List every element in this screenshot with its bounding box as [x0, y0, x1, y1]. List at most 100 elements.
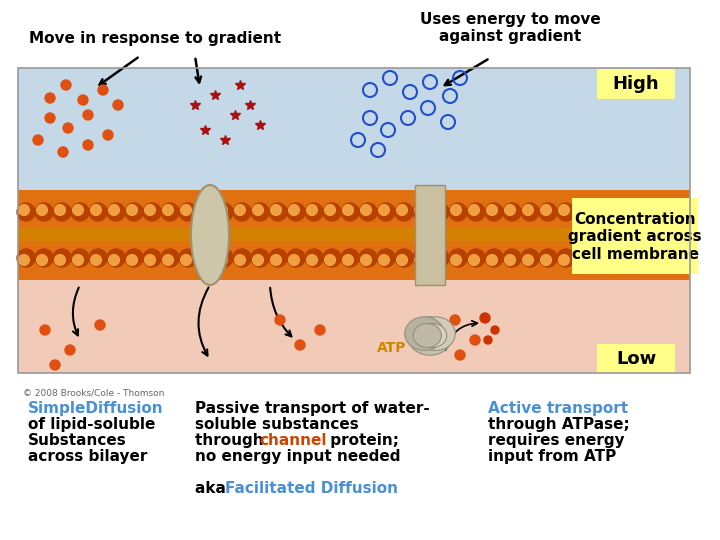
- Circle shape: [271, 254, 282, 265]
- Circle shape: [253, 205, 264, 215]
- Circle shape: [413, 203, 431, 221]
- Text: Active transport: Active transport: [488, 401, 628, 416]
- Text: © 2008 Brooks/Cole - Thomson: © 2008 Brooks/Cole - Thomson: [23, 388, 164, 397]
- Circle shape: [197, 249, 215, 267]
- Circle shape: [575, 249, 593, 267]
- Circle shape: [71, 203, 89, 221]
- Circle shape: [593, 249, 611, 267]
- Circle shape: [631, 254, 642, 265]
- Circle shape: [395, 203, 413, 221]
- Circle shape: [17, 249, 35, 267]
- Circle shape: [315, 325, 325, 335]
- Circle shape: [127, 205, 138, 215]
- Circle shape: [431, 203, 449, 221]
- Text: Low: Low: [616, 350, 656, 368]
- Circle shape: [667, 205, 678, 215]
- Circle shape: [305, 249, 323, 267]
- Circle shape: [503, 249, 521, 267]
- Circle shape: [181, 205, 192, 215]
- Circle shape: [109, 254, 120, 265]
- Circle shape: [161, 203, 179, 221]
- Circle shape: [107, 249, 125, 267]
- Circle shape: [287, 249, 305, 267]
- Circle shape: [361, 254, 372, 265]
- Circle shape: [17, 203, 35, 221]
- Circle shape: [487, 254, 498, 265]
- Text: through ATPase;: through ATPase;: [488, 417, 630, 432]
- Circle shape: [91, 254, 102, 265]
- Circle shape: [33, 135, 43, 145]
- Circle shape: [595, 205, 606, 215]
- Circle shape: [35, 203, 53, 221]
- Circle shape: [271, 205, 282, 215]
- Bar: [18, 68, 690, 190]
- Circle shape: [665, 249, 683, 267]
- Circle shape: [89, 203, 107, 221]
- Circle shape: [449, 249, 467, 267]
- Circle shape: [505, 205, 516, 215]
- Text: Concentration
gradient across
cell membrane: Concentration gradient across cell membr…: [568, 212, 702, 262]
- Bar: [18, 190, 690, 280]
- Circle shape: [251, 249, 269, 267]
- Circle shape: [455, 350, 465, 360]
- Circle shape: [287, 203, 305, 221]
- Circle shape: [125, 249, 143, 267]
- Circle shape: [65, 345, 75, 355]
- Circle shape: [343, 205, 354, 215]
- Circle shape: [611, 249, 629, 267]
- Circle shape: [593, 203, 611, 221]
- Ellipse shape: [191, 185, 229, 285]
- Circle shape: [449, 203, 467, 221]
- Circle shape: [485, 203, 503, 221]
- Circle shape: [63, 123, 73, 133]
- Bar: [415, 185, 445, 285]
- Circle shape: [83, 140, 93, 150]
- Circle shape: [379, 254, 390, 265]
- Text: through: through: [195, 433, 269, 448]
- Circle shape: [37, 205, 48, 215]
- Text: Uses energy to move
against gradient: Uses energy to move against gradient: [420, 12, 600, 44]
- Circle shape: [91, 205, 102, 215]
- Circle shape: [217, 254, 228, 265]
- Circle shape: [503, 203, 521, 221]
- Circle shape: [71, 249, 89, 267]
- Circle shape: [413, 249, 431, 267]
- Text: across bilayer: across bilayer: [28, 449, 148, 464]
- Circle shape: [433, 205, 444, 215]
- Circle shape: [50, 360, 60, 370]
- Circle shape: [359, 249, 377, 267]
- Circle shape: [575, 203, 593, 221]
- Circle shape: [37, 254, 48, 265]
- Circle shape: [325, 205, 336, 215]
- Circle shape: [559, 254, 570, 265]
- Circle shape: [379, 205, 390, 215]
- Text: no energy input needed: no energy input needed: [195, 449, 400, 464]
- Circle shape: [480, 313, 490, 323]
- Text: Move in response to gradient: Move in response to gradient: [29, 30, 281, 45]
- Circle shape: [235, 205, 246, 215]
- Circle shape: [45, 113, 55, 123]
- Bar: [18, 68, 690, 373]
- Circle shape: [557, 249, 575, 267]
- Circle shape: [55, 254, 66, 265]
- Circle shape: [377, 203, 395, 221]
- Circle shape: [341, 203, 359, 221]
- Circle shape: [89, 249, 107, 267]
- Circle shape: [539, 249, 557, 267]
- Circle shape: [40, 325, 50, 335]
- Circle shape: [307, 205, 318, 215]
- Circle shape: [199, 254, 210, 265]
- Text: input from ATP: input from ATP: [488, 449, 616, 464]
- Circle shape: [179, 203, 197, 221]
- Circle shape: [505, 254, 516, 265]
- Circle shape: [649, 254, 660, 265]
- Circle shape: [323, 249, 341, 267]
- Circle shape: [233, 249, 251, 267]
- Circle shape: [217, 205, 228, 215]
- Circle shape: [61, 80, 71, 90]
- Circle shape: [667, 254, 678, 265]
- Text: aka: aka: [195, 481, 231, 496]
- Circle shape: [451, 254, 462, 265]
- Circle shape: [197, 203, 215, 221]
- Circle shape: [58, 147, 68, 157]
